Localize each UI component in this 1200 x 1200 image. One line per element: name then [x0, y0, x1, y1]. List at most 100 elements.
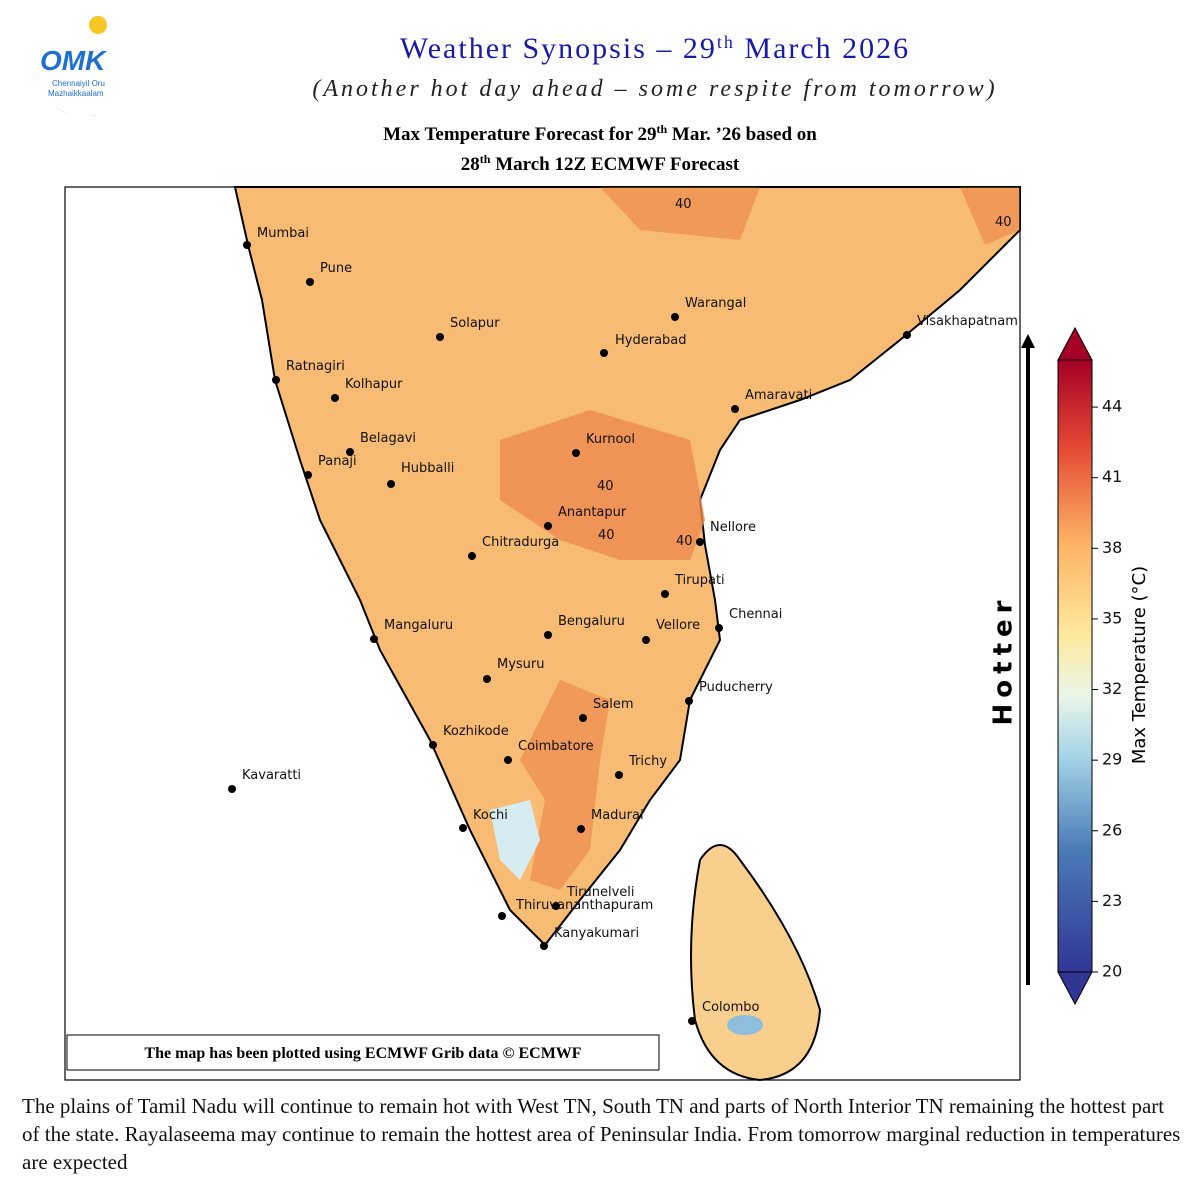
city-dot	[661, 590, 669, 598]
city-dot	[387, 480, 395, 488]
land	[233, 186, 1021, 947]
title-part: Weather Synopsis – 29	[400, 32, 717, 65]
contour-label: 40	[995, 215, 1012, 230]
city-label: Kanyakumari	[554, 926, 639, 941]
city-dot	[579, 714, 587, 722]
city-dot	[696, 538, 704, 546]
city-label: Kolhapur	[345, 377, 403, 392]
city-label: Pune	[320, 261, 352, 276]
colorbar-tick-label: 41	[1102, 467, 1122, 486]
caption: The plains of Tamil Nadu will continue t…	[22, 1094, 1181, 1174]
city-dot	[552, 902, 560, 910]
city-dot	[688, 1017, 696, 1025]
colorbar-tick-label: 44	[1102, 397, 1122, 416]
city-dot	[731, 405, 739, 413]
hot-zone	[500, 410, 705, 560]
city-label: Visakhapatnam	[917, 314, 1018, 329]
map-title-part: th	[656, 122, 667, 136]
city-label: Warangal	[685, 296, 746, 311]
city-label: Madurai	[591, 808, 644, 823]
colorbar-tick-label: 26	[1102, 820, 1122, 839]
city-dot	[671, 313, 679, 321]
city-label: Bengaluru	[558, 614, 625, 629]
logo-text: Chennaiyil Oru	[52, 79, 105, 88]
map-title-part: 28	[461, 154, 480, 175]
hot-zone	[520, 680, 610, 890]
logo-text: Mazhaikkaalam	[48, 89, 104, 98]
city-label: Mumbai	[257, 226, 309, 241]
city-label: Coimbatore	[518, 739, 594, 754]
map-title-part: Max Temperature Forecast for 29	[383, 124, 656, 145]
city-label: Belagavi	[360, 431, 416, 446]
city-dot	[243, 241, 251, 249]
city-dot	[459, 824, 467, 832]
title-part: th	[717, 32, 735, 52]
city-label: Kurnool	[586, 432, 635, 447]
city-dot	[600, 349, 608, 357]
city-label: Kozhikode	[443, 724, 509, 739]
city-dot	[903, 331, 911, 339]
city-label: Hubballi	[401, 461, 454, 476]
city-dot	[540, 942, 548, 950]
map-frame	[64, 186, 1021, 1081]
colorbar-tick-label: 20	[1102, 962, 1122, 981]
hotter-arrow-head	[1021, 334, 1035, 348]
colorbar-cap	[1057, 971, 1093, 1006]
logo: OMK Chennaiyil Oru Mazhaikkaalam	[31, 15, 110, 117]
logo-mark: OMK	[40, 45, 107, 76]
cities: Mumbai Pune Solapur Warangal Hyderabad Visakh…	[228, 197, 1018, 1025]
city-label: Nellore	[710, 520, 756, 535]
city-label: Salem	[593, 697, 634, 712]
title: Weather Synopsis – 29th March 2026	[400, 32, 910, 65]
city-dot	[304, 471, 312, 479]
city-label: Anantapur	[558, 505, 627, 520]
credit: The map has been plotted using ECMWF Gri…	[144, 1045, 581, 1062]
hot-zone	[600, 187, 760, 240]
map-title-part: Mar. ’26 based on	[667, 124, 817, 145]
city-label: Vellore	[656, 618, 700, 633]
map-title-part: March 12Z ECMWF Forecast	[490, 154, 739, 175]
colorbar-cap	[1057, 326, 1093, 361]
city-dot	[483, 675, 491, 683]
city-dot	[498, 912, 506, 920]
colorbar-tick-label: 35	[1102, 608, 1122, 627]
city-dot	[504, 756, 512, 764]
contour-label: 40	[597, 479, 614, 494]
colorbar: Hotter Max Temperature (°C) 20 23 26 29 32 35…	[989, 326, 1150, 1006]
city-dot	[370, 635, 378, 643]
hot-zone	[960, 187, 1020, 245]
colorbar-body	[1057, 359, 1093, 973]
map: The map has been plotted using ECMWF Gri…	[64, 186, 1021, 1082]
city-dot	[346, 448, 354, 456]
city-label: Thiruvananthapuram	[515, 898, 653, 913]
city-label: Tirupati	[674, 573, 725, 588]
city-label: Panaji	[318, 454, 357, 469]
subtitle: (Another hot day ahead – some respite fr…	[312, 76, 997, 102]
cool-zone	[490, 800, 540, 880]
city-dot	[642, 636, 650, 644]
title-part: March 2026	[735, 32, 910, 65]
city-dot	[228, 785, 236, 793]
city-dot	[436, 333, 444, 341]
sri-lanka	[690, 844, 822, 1082]
city-label: Puducherry	[699, 680, 773, 695]
contour-label: 40	[598, 528, 615, 543]
city-dot	[306, 278, 314, 286]
city-dot	[272, 376, 280, 384]
city-label: Mangaluru	[384, 618, 453, 633]
city-label: Colombo	[702, 1000, 760, 1015]
colorbar-tick-label: 32	[1102, 679, 1122, 698]
city-dot	[577, 825, 585, 833]
colorbar-tick-label: 29	[1102, 750, 1122, 769]
city-label: Kochi	[473, 808, 508, 823]
city-dot	[544, 522, 552, 530]
city-label: Mysuru	[497, 657, 545, 672]
city-label: Ratnagiri	[286, 359, 345, 374]
city-dot	[429, 741, 437, 749]
city-dot	[468, 552, 476, 560]
colorbar-tick-label: 23	[1102, 891, 1122, 910]
contour-label: 40	[675, 197, 692, 212]
map-title: 28th March 12Z ECMWF Forecast	[461, 152, 740, 175]
